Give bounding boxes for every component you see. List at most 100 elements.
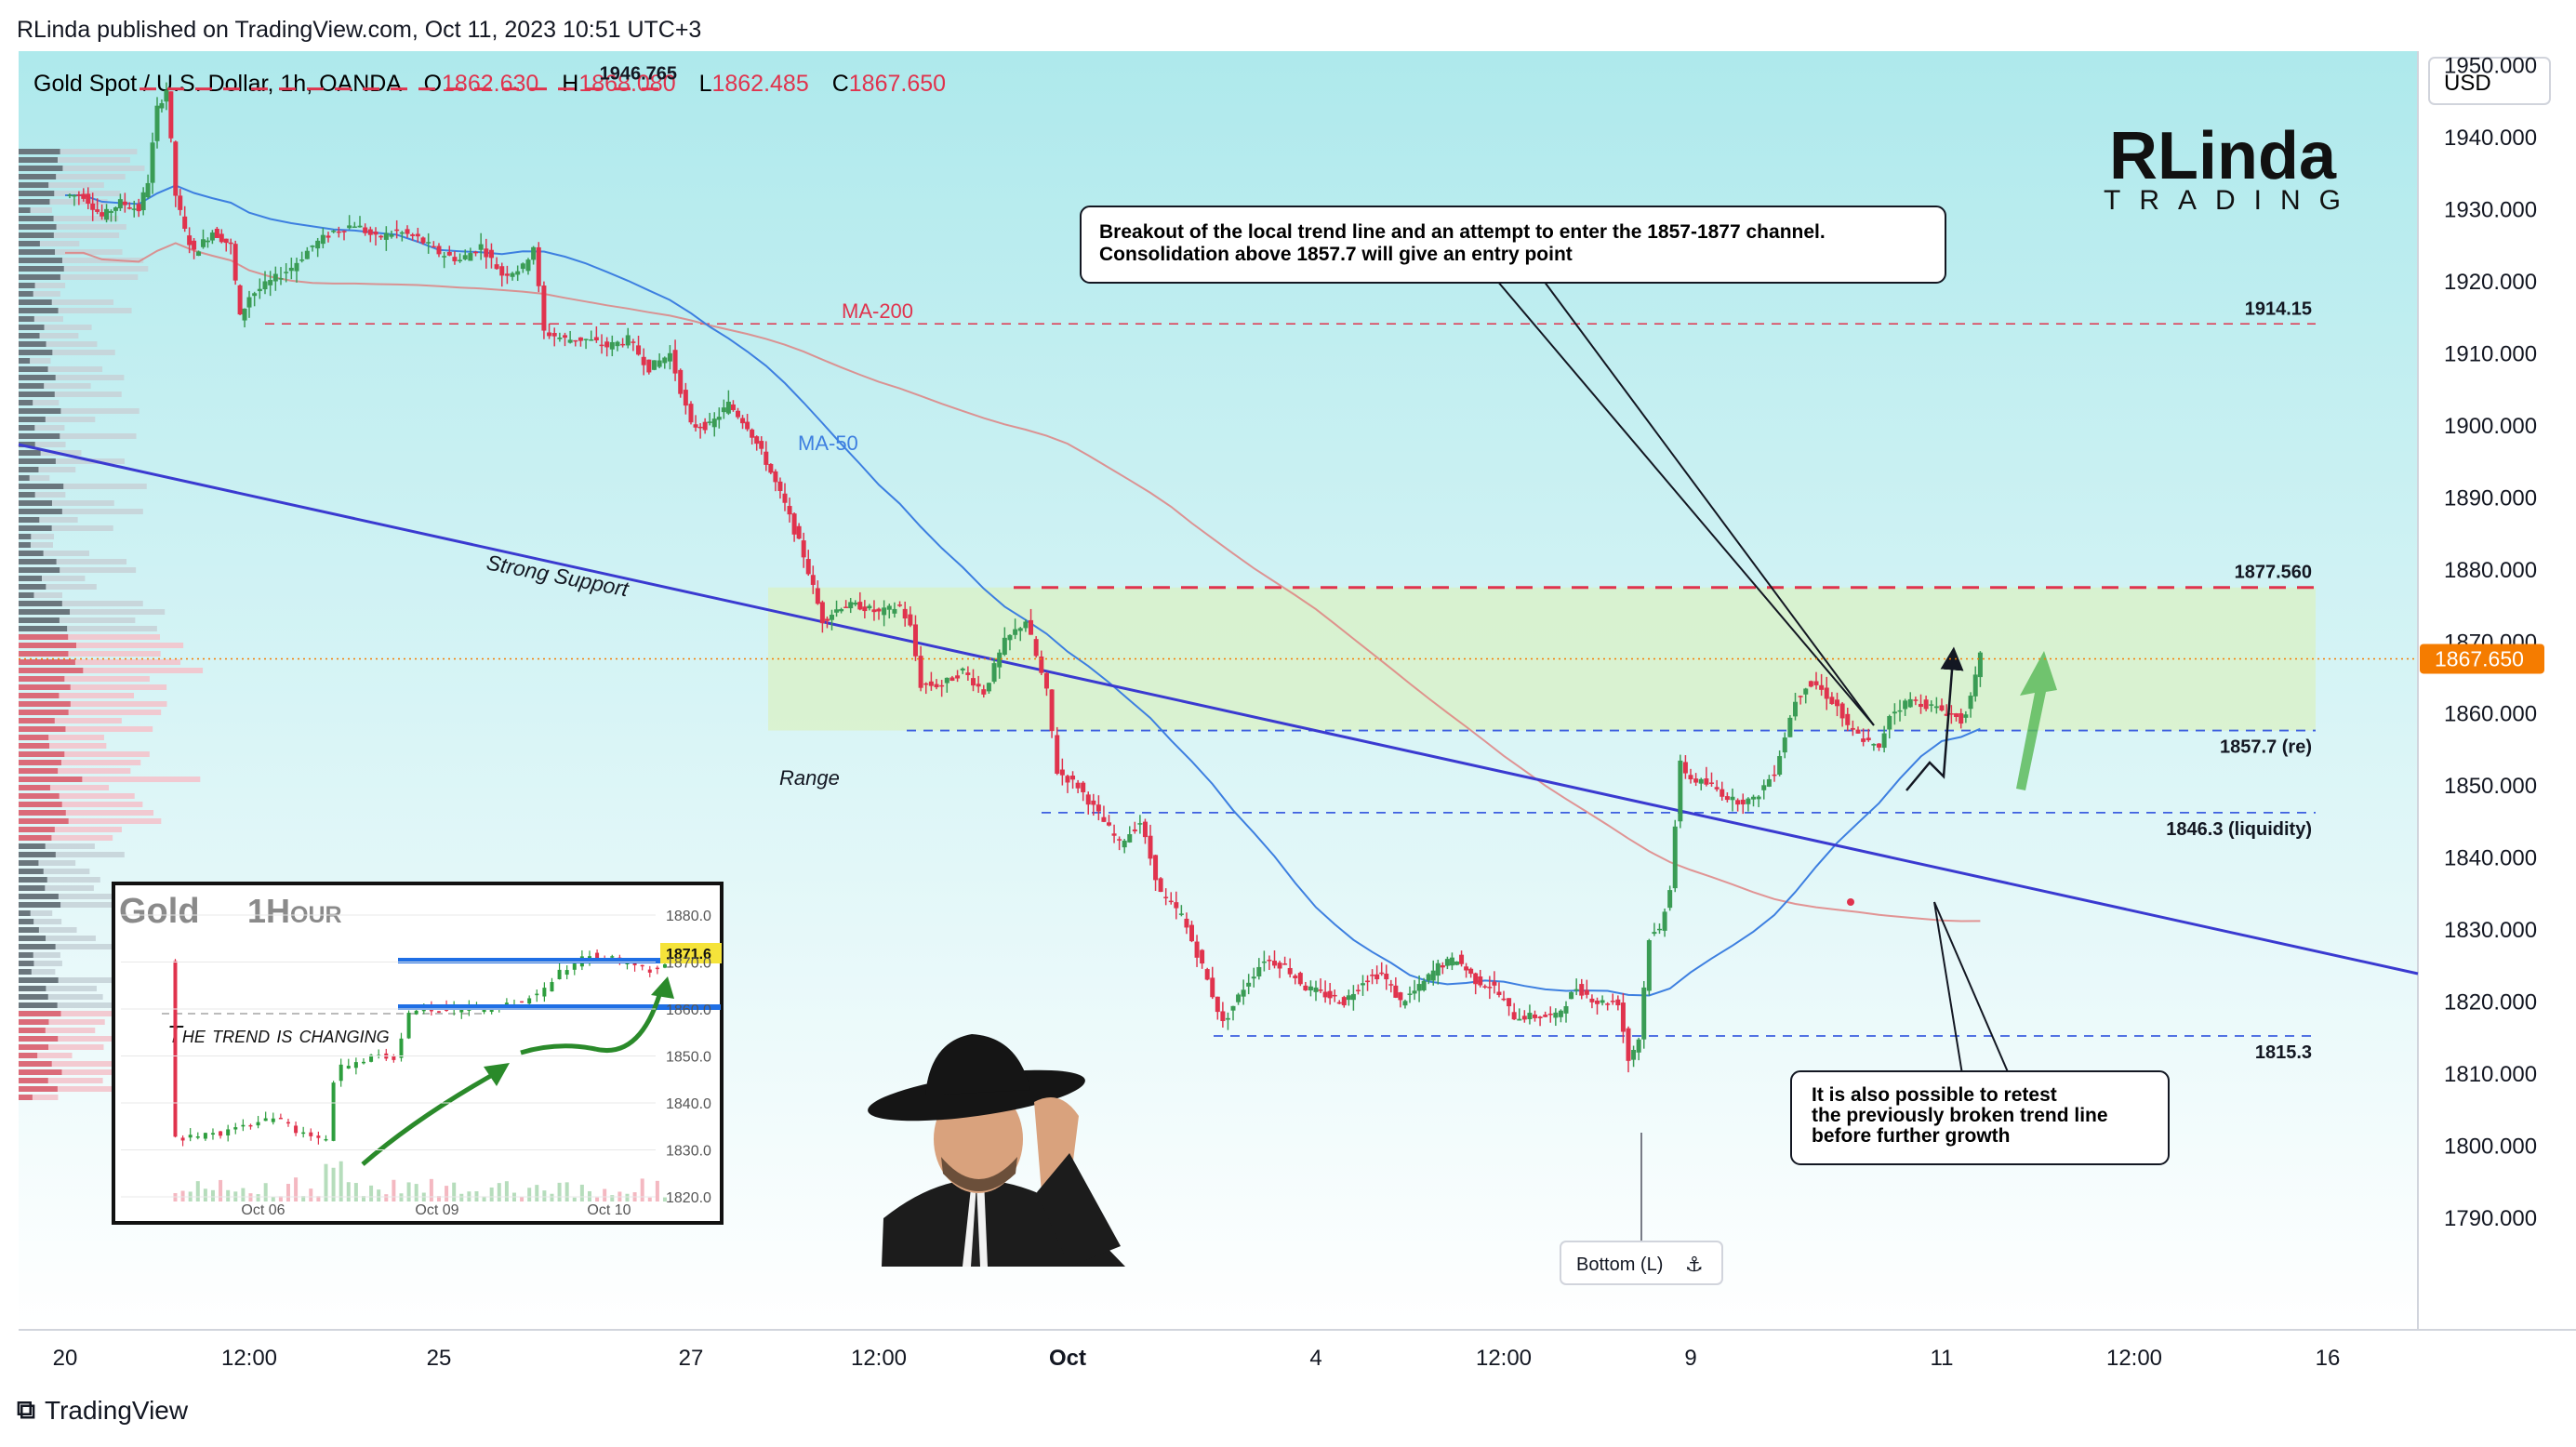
- candle-body-202: [1081, 782, 1086, 792]
- currency-button[interactable]: [2428, 57, 2551, 105]
- logo-text: RLinda: [2109, 119, 2337, 193]
- candle-body-336: [1756, 796, 1761, 800]
- candle-body-343: [1793, 701, 1798, 717]
- volume-bar-core-55: [19, 609, 71, 615]
- candle-body-96: [547, 332, 552, 337]
- volume-bar-58: [19, 634, 160, 640]
- volume-bar-core-64: [19, 684, 71, 690]
- candle-body-174: [934, 684, 939, 688]
- candle-body-257: [1361, 983, 1365, 986]
- candle-body-176: [944, 677, 949, 684]
- candle-body-172: [923, 683, 929, 685]
- candle-body-148: [805, 559, 811, 575]
- candle-body-162: [871, 609, 877, 613]
- candle-body-127: [707, 421, 712, 423]
- inset-body-25: [361, 1061, 365, 1064]
- inset-body-56: [595, 952, 600, 959]
- candle-body-130: [721, 407, 726, 413]
- inset-tick-0: 1880.0: [666, 909, 711, 924]
- top-annotation-box: [1080, 206, 1946, 284]
- volume-bar-55: [19, 609, 166, 615]
- candle-body-166: [892, 608, 897, 614]
- volume-bar-core-16: [19, 283, 35, 288]
- volume-profile: [19, 149, 204, 1100]
- candle-body-190: [1017, 628, 1023, 631]
- candle-body-267: [1407, 993, 1413, 995]
- candle-body-63: [373, 231, 378, 235]
- volume-bar-core-61: [19, 659, 75, 665]
- candle-body-79: [458, 259, 463, 261]
- inset-vol-28: [384, 1194, 389, 1201]
- volume-bar-18: [19, 299, 114, 305]
- candle-body-137: [754, 436, 760, 445]
- inset-vol-64: [655, 1180, 659, 1201]
- candle-body-312: [1631, 1049, 1637, 1060]
- inset-xtick-2: Oct 10: [587, 1202, 631, 1218]
- candle-body-154: [834, 609, 840, 613]
- volume-bar-81: [19, 827, 122, 832]
- volume-bar-core-50: [19, 567, 60, 573]
- candle-body-251: [1332, 994, 1337, 997]
- inset-body-3: [195, 1136, 200, 1138]
- candle-body-120: [672, 350, 678, 374]
- bottom-annotation-line1: It is also possible to retest: [1812, 1084, 2057, 1106]
- candle-body-182: [976, 684, 981, 687]
- inset-body-15: [285, 1122, 290, 1124]
- volume-bar-core-110: [19, 1069, 62, 1075]
- price-tick-12: 1830.000: [2444, 918, 2537, 943]
- candle-body-111: [625, 335, 631, 346]
- volume-bar-43: [19, 509, 143, 514]
- volume-bar-19: [19, 308, 132, 313]
- candle-body-269: [1416, 984, 1422, 991]
- candle-body-328: [1714, 787, 1720, 790]
- candle-body-286: [1496, 991, 1502, 996]
- candle-body-169: [908, 614, 913, 626]
- candle-body-43: [268, 280, 273, 285]
- candle-body-338: [1766, 778, 1772, 787]
- candle-body-240: [1277, 962, 1282, 969]
- inset-body-35: [436, 1011, 441, 1013]
- footer-brand[interactable]: ⧉ TradingView: [17, 1395, 188, 1426]
- volume-bar-core-45: [19, 525, 52, 531]
- candle-body-155: [839, 609, 844, 612]
- candle-body-289: [1511, 1012, 1517, 1020]
- ohlc-o-value: 1862.630: [442, 71, 538, 97]
- candle-body-314: [1641, 987, 1647, 1040]
- inset-tick-5: 1830.0: [666, 1144, 711, 1160]
- candle-body-36: [232, 244, 238, 281]
- volume-bar-14: [19, 266, 149, 272]
- inset-time-axis: Oct 06 Oct 09 Oct 10: [241, 1202, 631, 1218]
- volume-bar-111: [19, 1078, 103, 1083]
- candle-body-12: [122, 201, 127, 206]
- inset-vol-50: [550, 1193, 554, 1201]
- volume-bar-98: [19, 969, 56, 975]
- candle-body-66: [389, 234, 394, 237]
- candle-body-227: [1210, 977, 1215, 998]
- candle-body-281: [1473, 973, 1479, 985]
- inset-vol-57: [603, 1188, 607, 1201]
- candle-body-42: [262, 281, 268, 290]
- top-annotation: Breakout of the local trend line and an …: [1080, 206, 1946, 726]
- candle-body-108: [609, 341, 615, 350]
- inset-body-29: [392, 1055, 396, 1060]
- time-tick-4: 12:00: [851, 1346, 907, 1371]
- inset-vol-7: [226, 1189, 231, 1201]
- volume-bar-core-0: [19, 149, 60, 154]
- candle-body-8: [104, 208, 110, 220]
- candle-body-138: [759, 441, 764, 449]
- volume-bar-core-94: [19, 936, 46, 941]
- candle-body-121: [678, 369, 684, 394]
- volume-bar-core-93: [19, 927, 39, 933]
- candle-body-350: [1829, 697, 1835, 705]
- candle-body-214: [1142, 821, 1148, 838]
- candle-body-332: [1735, 800, 1741, 805]
- volume-bar-75: [19, 777, 201, 782]
- volume-bar-35: [19, 442, 66, 447]
- candle-body-318: [1662, 911, 1667, 931]
- inset-vol-32: [414, 1184, 418, 1201]
- candle-body-209: [1117, 839, 1122, 841]
- volume-bar-29: [19, 392, 122, 397]
- candle-body-183: [981, 689, 987, 695]
- volume-bar-76: [19, 785, 110, 790]
